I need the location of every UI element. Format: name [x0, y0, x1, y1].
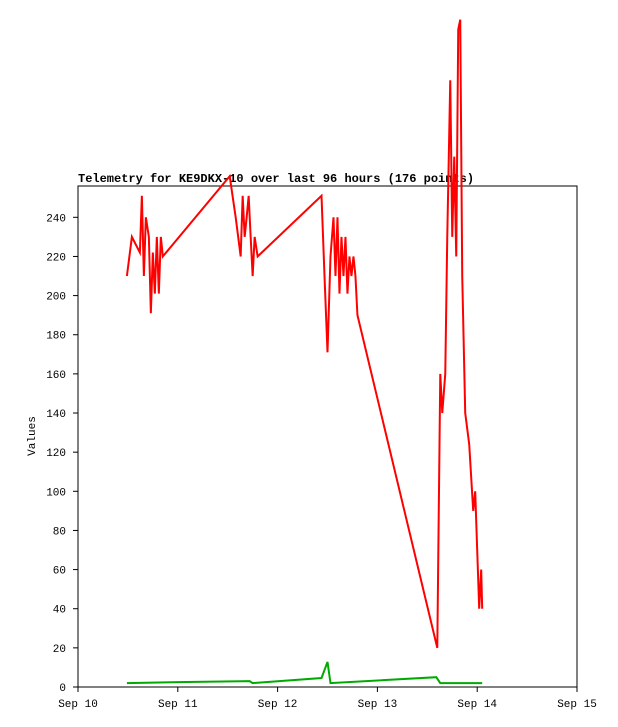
series-line [126, 661, 483, 685]
plot-frame [77, 185, 578, 688]
x-tick-label: Sep 11 [158, 699, 198, 711]
x-tick-label: Sep 13 [358, 699, 398, 711]
x-tick-label: Sep 12 [258, 699, 298, 711]
y-tick-label: 180 [46, 331, 66, 343]
y-tick-label: 0 [59, 683, 66, 695]
x-tick-label: Sep 10 [58, 699, 98, 711]
y-tick-label: 120 [46, 448, 66, 460]
y-tick-label: 100 [46, 487, 66, 499]
y-tick-label: 140 [46, 409, 66, 421]
y-tick-label: 60 [53, 566, 66, 578]
series-line [125, 19, 484, 649]
y-tick-label: 160 [46, 370, 66, 382]
y-tick-label: 80 [53, 526, 66, 538]
y-tick-label: 200 [46, 292, 66, 304]
y-tick-label: 220 [46, 252, 66, 264]
x-tick-label: Sep 14 [457, 699, 497, 711]
y-tick-label: 20 [53, 644, 66, 656]
chart-title: Telemetry for KE9DKX-10 over last 96 hou… [78, 172, 474, 186]
x-tick-label: Sep 15 [557, 699, 597, 711]
y-tick-label: 240 [46, 213, 66, 225]
y-tick-label: 40 [53, 605, 66, 617]
y-axis-label: Values [27, 416, 39, 456]
